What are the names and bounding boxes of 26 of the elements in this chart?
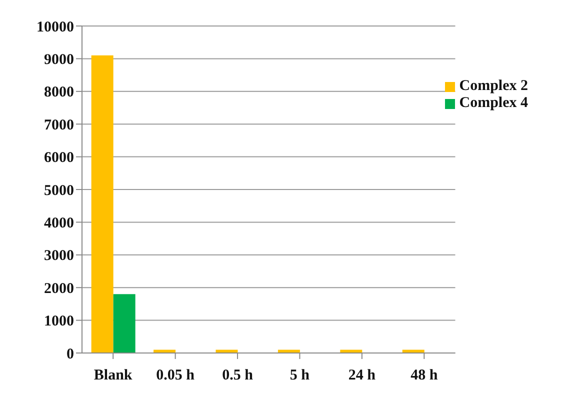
y-tick-label: 5000 xyxy=(44,182,74,199)
bar xyxy=(113,294,136,353)
bar xyxy=(91,55,114,353)
y-tick-label: 9000 xyxy=(44,52,74,68)
legend-label: Complex 2 xyxy=(459,78,528,94)
legend-label: Complex 4 xyxy=(459,95,528,111)
y-tick-label: 4000 xyxy=(44,216,74,232)
bar xyxy=(154,350,176,353)
bar xyxy=(216,350,238,353)
bar xyxy=(340,350,362,353)
x-tick-label: Blank xyxy=(94,368,133,384)
y-tick-label: 0 xyxy=(66,346,74,362)
y-tick-label: 3000 xyxy=(44,248,74,264)
x-tick-label: 0.5 h xyxy=(222,368,254,384)
y-tick-label: 10000 xyxy=(36,19,74,36)
x-tick-label: 48 h xyxy=(410,368,438,384)
y-tick-label: 1000 xyxy=(44,314,74,330)
y-tick-label: 8000 xyxy=(44,84,74,101)
y-tick-label: 7000 xyxy=(44,117,74,134)
bar xyxy=(278,350,300,353)
bar xyxy=(402,350,424,353)
y-tick-label: 2000 xyxy=(44,280,74,297)
y-tick-label: 6000 xyxy=(44,150,74,166)
x-tick-label: 0.05 h xyxy=(156,368,196,384)
x-tick-label: 5 h xyxy=(290,368,310,384)
x-tick-label: 24 h xyxy=(348,368,376,384)
